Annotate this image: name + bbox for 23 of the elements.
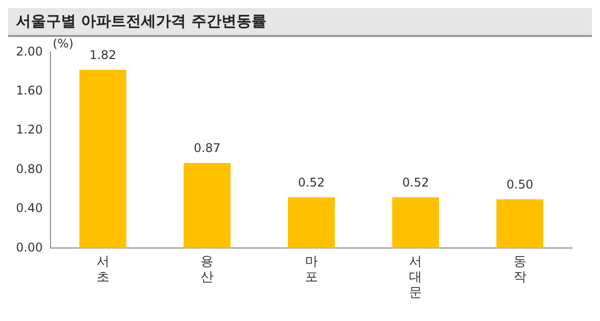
y-tick-label: 0.40 — [16, 201, 43, 216]
y-tick-label: 2.00 — [16, 44, 43, 58]
bar — [288, 197, 335, 248]
bar — [496, 199, 544, 248]
y-tick-label: 0.80 — [16, 162, 43, 176]
bar — [184, 162, 231, 248]
x-tick-label: 서대문 — [409, 254, 422, 301]
y-tick-label: 1.60 — [16, 84, 43, 98]
bar — [392, 197, 440, 248]
x-tick-label: 동작 — [513, 254, 526, 285]
data-label: 0.52 — [298, 175, 325, 190]
data-label: 0.52 — [402, 175, 429, 190]
chart-title: 서울구별 아파트전세가격 주간변동률 — [8, 8, 592, 37]
y-tick-label: 0.00 — [16, 240, 43, 254]
bar — [79, 70, 126, 248]
y-axis-title: (%) — [52, 36, 74, 50]
x-tick-label: 마포 — [304, 254, 318, 285]
x-tick-label: 용산 — [200, 254, 214, 285]
data-label: 0.50 — [506, 177, 534, 192]
data-label: 0.87 — [194, 141, 220, 156]
x-tick-label: 서초 — [96, 254, 110, 285]
data-label: 1.82 — [89, 48, 116, 62]
y-tick-label: 1.20 — [16, 122, 43, 137]
